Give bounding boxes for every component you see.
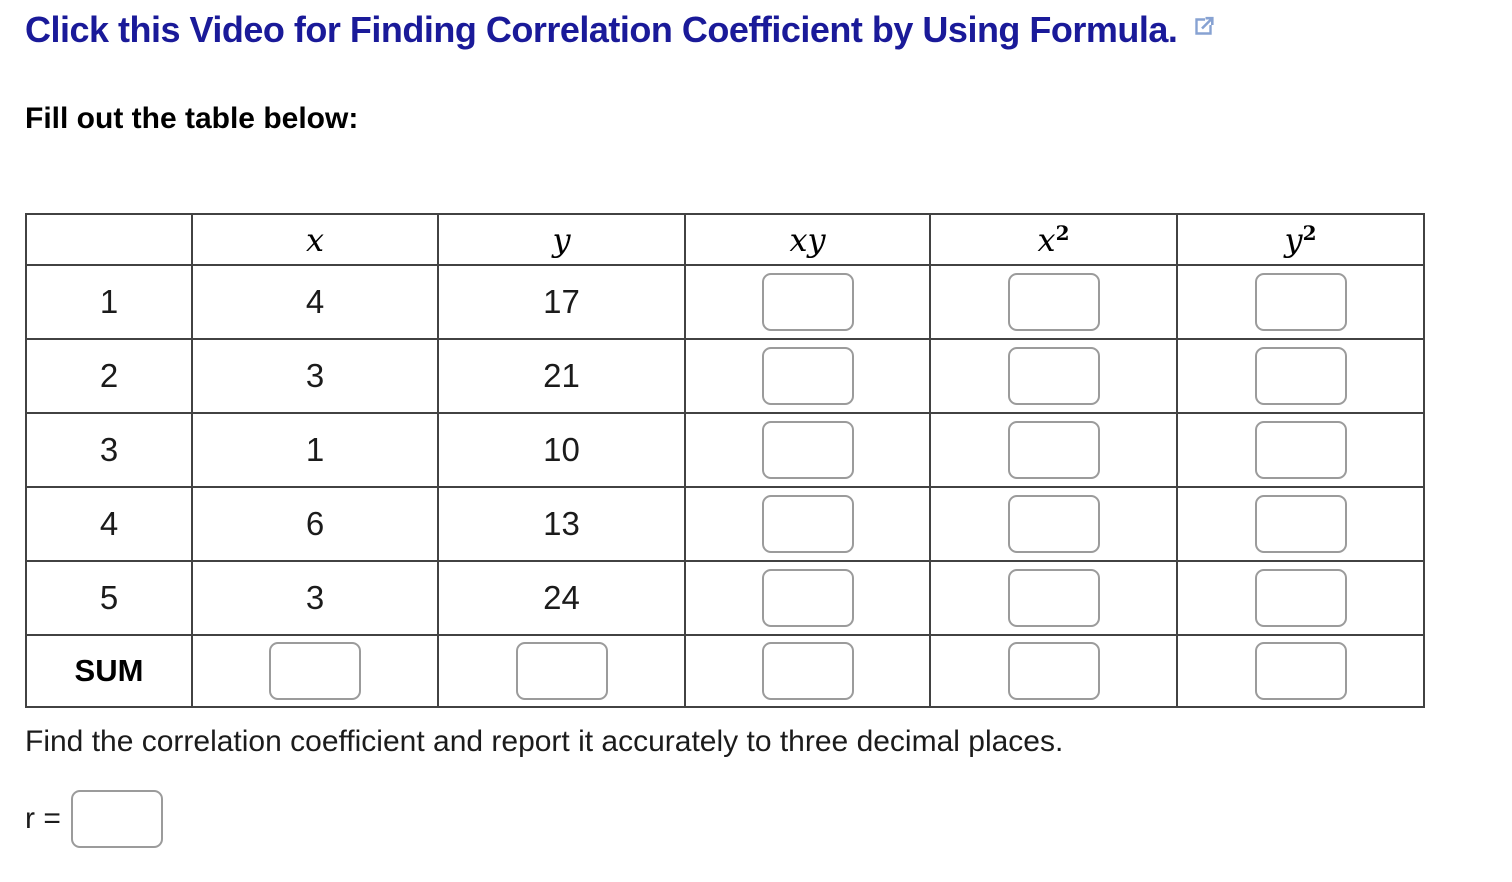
y-squared-cell — [1176, 560, 1425, 636]
column-header-y: y — [437, 213, 686, 266]
x-squared-input-row-3[interactable] — [1007, 421, 1100, 479]
y-squared-input-row-5[interactable] — [1254, 569, 1347, 627]
xy-cell — [684, 486, 931, 562]
answer-row: r = — [25, 790, 163, 848]
xy-input-row-4[interactable] — [761, 495, 854, 553]
column-header-x-squared: x2 — [929, 213, 1178, 266]
xy-cell — [684, 264, 931, 340]
x-squared-cell — [929, 264, 1178, 340]
x-squared-input-row-2[interactable] — [1007, 347, 1100, 405]
sum-label-cell: SUM — [25, 634, 193, 708]
y-squared-cell — [1176, 486, 1425, 562]
table-row: 1 4 17 — [25, 264, 1425, 340]
header-row: x y xy x2 y2 — [25, 213, 1425, 266]
column-header-x: x — [191, 213, 439, 266]
y-squared-input-row-3[interactable] — [1254, 421, 1347, 479]
column-header-blank — [25, 213, 193, 266]
x-squared-input-row-5[interactable] — [1007, 569, 1100, 627]
y-value: 24 — [437, 560, 686, 636]
sum-y-input[interactable] — [515, 642, 608, 700]
x-value: 1 — [191, 412, 439, 488]
external-link-icon[interactable] — [1191, 14, 1216, 39]
y-squared-cell — [1176, 338, 1425, 414]
column-header-y-squared: y2 — [1176, 213, 1425, 266]
row-number: 3 — [25, 412, 193, 488]
r-label: r = — [25, 802, 61, 835]
y-squared-cell — [1176, 264, 1425, 340]
x-squared-cell — [929, 486, 1178, 562]
y-squared-input-row-4[interactable] — [1254, 495, 1347, 553]
xy-input-row-3[interactable] — [761, 421, 854, 479]
sum-y-cell — [437, 634, 686, 708]
x-squared-cell — [929, 560, 1178, 636]
sum-y-squared-input[interactable] — [1254, 642, 1347, 700]
table-row: 5 3 24 — [25, 560, 1425, 636]
x-squared-cell — [929, 412, 1178, 488]
correlation-table: x y xy x2 y2 1 4 17 2 3 21 3 1 10 — [25, 213, 1425, 708]
y-value: 17 — [437, 264, 686, 340]
xy-cell — [684, 338, 931, 414]
r-input[interactable] — [70, 790, 163, 848]
row-number: 4 — [25, 486, 193, 562]
sum-row: SUM — [25, 634, 1425, 708]
x-value: 3 — [191, 338, 439, 414]
x-value: 6 — [191, 486, 439, 562]
table-row: 2 3 21 — [25, 338, 1425, 414]
y-squared-input-row-1[interactable] — [1254, 273, 1347, 331]
y-value: 13 — [437, 486, 686, 562]
xy-input-row-1[interactable] — [761, 273, 854, 331]
sum-x-squared-input[interactable] — [1007, 642, 1100, 700]
x-value: 4 — [191, 264, 439, 340]
sum-xy-cell — [684, 634, 931, 708]
fill-instruction: Fill out the table below: — [25, 102, 359, 135]
table-row: 4 6 13 — [25, 486, 1425, 562]
xy-cell — [684, 560, 931, 636]
xy-input-row-5[interactable] — [761, 569, 854, 627]
row-number: 1 — [25, 264, 193, 340]
sum-x-squared-cell — [929, 634, 1178, 708]
row-number: 2 — [25, 338, 193, 414]
page-header: Click this Video for Finding Correlation… — [25, 8, 1216, 52]
sum-xy-input[interactable] — [761, 642, 854, 700]
table-row: 3 1 10 — [25, 412, 1425, 488]
sum-y-squared-cell — [1176, 634, 1425, 708]
page-title: Click this Video for Finding Correlation… — [25, 9, 1178, 50]
x-squared-input-row-1[interactable] — [1007, 273, 1100, 331]
y-squared-cell — [1176, 412, 1425, 488]
video-link[interactable]: Click this Video for Finding Correlation… — [25, 9, 1178, 50]
row-number: 5 — [25, 560, 193, 636]
x-squared-input-row-4[interactable] — [1007, 495, 1100, 553]
xy-cell — [684, 412, 931, 488]
y-value: 21 — [437, 338, 686, 414]
question-text: Find the correlation coefficient and rep… — [25, 725, 1064, 758]
column-header-xy: xy — [684, 213, 931, 266]
y-value: 10 — [437, 412, 686, 488]
sum-x-cell — [191, 634, 439, 708]
x-squared-cell — [929, 338, 1178, 414]
xy-input-row-2[interactable] — [761, 347, 854, 405]
y-squared-input-row-2[interactable] — [1254, 347, 1347, 405]
sum-x-input[interactable] — [269, 642, 361, 700]
x-value: 3 — [191, 560, 439, 636]
